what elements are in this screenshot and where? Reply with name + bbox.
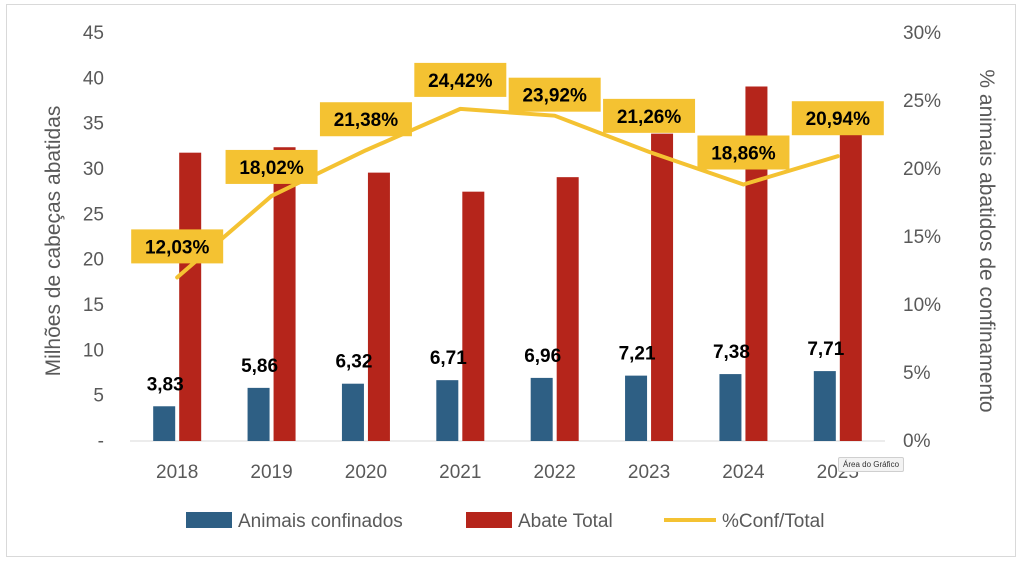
y-axis-ticks: - 5 10 15 20 25 30 35 40 45	[83, 23, 104, 452]
y2-tick-label: 15%	[903, 227, 941, 248]
y2-tick-label: 10%	[903, 295, 941, 316]
y-tick-label: 30	[83, 159, 104, 180]
x-tick-label: 2020	[345, 462, 387, 483]
x-tick-label: 2022	[534, 462, 576, 483]
y2-tick-label: 25%	[903, 91, 941, 112]
bar-abate-total	[179, 152, 202, 441]
bar-animais-confinados	[436, 380, 459, 441]
x-tick-label: 2024	[722, 462, 765, 483]
pct-value-label: 23,92%	[522, 86, 587, 107]
y-tick-label: 5	[93, 386, 104, 407]
bar-animais-confinados	[153, 406, 176, 441]
pct-value-label: 18,86%	[711, 144, 776, 165]
bar-value-label: 3,83	[147, 374, 184, 395]
y2-tick-label: 5%	[903, 363, 931, 384]
bar-abate-total	[651, 133, 674, 441]
pct-value-label: 12,03%	[145, 237, 210, 258]
pct-label-box	[603, 98, 696, 133]
bars	[153, 86, 862, 442]
bar-value-label: 6,32	[335, 352, 372, 373]
legend: Animais confinados Abate Total %Conf/Total	[186, 511, 824, 532]
y2-axis-title: % animais abatidos de confinamento	[975, 69, 998, 412]
bar-abate-total	[839, 107, 862, 441]
pct-label-box	[508, 77, 601, 112]
y2-tick-label: 30%	[903, 23, 941, 44]
x-tick-label: 2019	[250, 462, 292, 483]
y-tick-label: 25	[83, 204, 104, 225]
x-tick-label: 2021	[439, 462, 481, 483]
legend-label-abate-total: Abate Total	[518, 511, 613, 532]
bar-animais-confinados	[813, 371, 836, 441]
y-tick-label: -	[98, 431, 104, 452]
pct-label-box	[319, 102, 412, 137]
pct-label-box	[697, 135, 790, 170]
pct-value-label: 24,42%	[428, 71, 493, 92]
y2-axis-ticks: 0% 5% 10% 15% 20% 25% 30%	[903, 23, 941, 452]
x-axis-ticks: 2018 2019 2020 2021 2022 2023 2024 2025	[156, 462, 859, 483]
pct-label-box	[791, 101, 884, 136]
bar-abate-total	[367, 172, 390, 442]
x-tick-label: 2018	[156, 462, 198, 483]
bar-value-label: 7,71	[807, 339, 844, 360]
bar-labels: 3,83 5,86 6,32 6,71 6,96 7,21 7,38 7,71	[147, 339, 845, 395]
bar-animais-confinados	[625, 375, 648, 441]
y-tick-label: 10	[83, 340, 104, 361]
bar-abate-total	[462, 191, 485, 441]
pct-label-box	[131, 229, 224, 264]
bar-animais-confinados	[530, 377, 553, 441]
bar-abate-total	[556, 177, 579, 441]
pct-value-label: 18,02%	[239, 158, 304, 179]
bar-animais-confinados	[341, 383, 364, 441]
line-conf-total	[175, 106, 840, 280]
bar-value-label: 6,71	[430, 348, 467, 369]
bar-value-label: 6,96	[524, 346, 561, 367]
y2-tick-label: 20%	[903, 159, 941, 180]
pct-label-box	[225, 149, 318, 184]
legend-label-animais-confinados: Animais confinados	[238, 511, 403, 532]
x-tick-label: 2023	[628, 462, 670, 483]
y-tick-label: 45	[83, 23, 104, 44]
legend-swatch-abate-total	[466, 512, 512, 528]
pct-line	[175, 106, 840, 280]
legend-swatch-animais-confinados	[186, 512, 232, 528]
y-axis-title: Milhões de cabeças abatidas	[42, 106, 65, 377]
y-tick-label: 40	[83, 68, 104, 89]
bar-value-label: 5,86	[241, 356, 278, 377]
y-tick-label: 35	[83, 114, 104, 135]
legend-label-conf-total: %Conf/Total	[722, 511, 824, 532]
bar-value-label: 7,38	[713, 342, 750, 363]
pct-label-box	[414, 62, 507, 97]
pct-value-label: 21,38%	[334, 110, 399, 131]
bar-value-label: 7,21	[619, 344, 656, 365]
bar-animais-confinados	[719, 374, 742, 441]
pct-value-label: 21,26%	[617, 107, 682, 128]
bar-abate-total	[273, 147, 296, 442]
chart-area-tooltip: Área do Gráfico	[838, 457, 905, 472]
bar-abate-total	[745, 86, 768, 441]
bar-animais-confinados	[247, 387, 270, 441]
y-tick-label: 15	[83, 295, 104, 316]
y-tick-label: 20	[83, 250, 104, 271]
pct-labels: 12,03% 18,02% 21,38% 24,42% 23,92% 21,26% 18,8…	[131, 62, 884, 264]
pct-value-label: 20,94%	[806, 109, 871, 130]
y2-tick-label: 0%	[903, 431, 931, 452]
